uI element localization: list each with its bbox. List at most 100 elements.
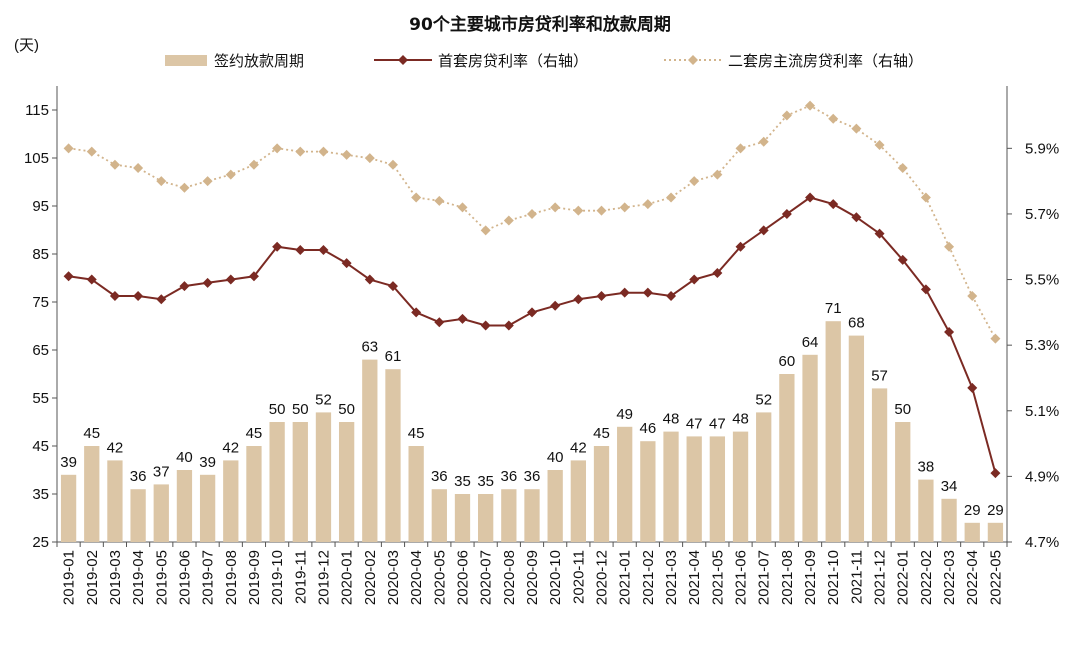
bar-data-label: 50 — [894, 401, 911, 418]
x-axis-tick-label: 2021-05 — [709, 550, 726, 605]
first-home-rate-point — [156, 294, 167, 305]
second-home-rate-point — [179, 182, 190, 193]
right-axis-tick-label: 5.3% — [1025, 337, 1059, 354]
bar — [315, 412, 332, 542]
second-home-rate-point — [503, 215, 514, 226]
chart-title: 90个主要城市房贷利率和放款周期 — [409, 14, 671, 35]
bar-data-label: 39 — [199, 454, 216, 471]
bar — [756, 412, 772, 542]
second-home-rate-point — [596, 205, 607, 216]
first-home-rate-point — [642, 287, 653, 298]
first-home-rate-point — [990, 468, 1001, 479]
first-home-rate-point — [109, 290, 120, 301]
bar-data-label: 45 — [408, 425, 425, 442]
x-axis-tick-label: 2019-08 — [223, 550, 240, 605]
bar-data-label: 47 — [709, 415, 726, 432]
right-axis-tick-label: 5.9% — [1025, 140, 1059, 157]
legend-item-bars: 签约放款周期 — [165, 52, 304, 70]
first-home-rate-point — [573, 294, 584, 305]
x-axis-tick-label: 2019-10 — [269, 550, 286, 605]
bar-data-label: 29 — [987, 502, 1004, 519]
x-axis-tick-label: 2020-12 — [594, 550, 611, 605]
first-home-rate-point — [341, 258, 352, 269]
second-home-rate-point — [944, 241, 955, 252]
bar-data-label: 61 — [385, 348, 402, 365]
bar — [871, 388, 888, 542]
bar-data-label: 36 — [130, 468, 147, 485]
bar-data-label: 49 — [616, 406, 633, 423]
second-home-rate-point — [248, 159, 259, 170]
bar — [640, 441, 656, 542]
second-home-rate-point — [897, 163, 908, 174]
x-axis-tick-label: 2021-10 — [825, 550, 842, 605]
bar — [732, 431, 749, 542]
bar — [84, 446, 100, 542]
bar-data-label: 52 — [755, 391, 772, 408]
left-axis-tick-label: 45 — [32, 438, 49, 455]
x-axis-tick-label: 2022-02 — [918, 550, 935, 605]
left-axis-tick-label: 25 — [32, 534, 49, 551]
second-home-rate-point — [480, 225, 491, 236]
legend-swatch-bars — [165, 55, 207, 66]
bar — [223, 460, 239, 542]
first-home-rate-point — [202, 277, 213, 288]
legend-marker-second-home-rate — [688, 55, 698, 65]
bar — [153, 484, 169, 542]
first-home-rate-point — [434, 317, 445, 328]
legend-label-second-home-rate: 二套房主流房贷利率（右轴） — [728, 52, 923, 70]
first-home-rate-point — [735, 241, 746, 252]
second-home-rate-point — [805, 100, 816, 111]
x-axis-tick-label: 2019-01 — [61, 550, 78, 605]
bar-data-label: 36 — [524, 468, 541, 485]
first-home-rate-point — [920, 284, 931, 295]
bar — [779, 374, 795, 542]
bar — [385, 369, 401, 542]
second-home-rate-point — [990, 333, 1001, 344]
x-axis-tick-label: 2022-01 — [895, 550, 912, 605]
second-home-rate-point — [642, 199, 653, 210]
x-axis-tick-label: 2021-08 — [779, 550, 796, 605]
second-home-rate-point — [133, 163, 144, 174]
left-axis-tick-label: 35 — [32, 486, 49, 503]
x-axis-tick-label: 2021-09 — [802, 550, 819, 605]
x-axis-tick-label: 2019-02 — [84, 550, 101, 605]
first-home-rate-point — [63, 271, 74, 282]
first-home-rate-point — [944, 327, 955, 338]
first-home-rate-point — [897, 254, 908, 265]
bar — [547, 470, 563, 542]
bar — [709, 436, 726, 542]
bar-data-label: 57 — [871, 367, 888, 384]
first-home-rate-point — [758, 225, 769, 236]
second-home-rate-point — [225, 169, 236, 180]
first-home-rate-point — [179, 281, 190, 292]
second-home-rate-point — [666, 192, 677, 203]
bar — [292, 422, 308, 542]
bar-data-label: 52 — [315, 391, 332, 408]
legend-marker-first-home-rate — [398, 55, 408, 65]
bar-data-label: 34 — [941, 478, 958, 495]
bar-data-label: 45 — [593, 425, 610, 442]
second-home-rate-point — [318, 146, 329, 157]
legend-item-first-home-rate: 首套房贷利率（右轴） — [374, 52, 588, 70]
bar — [686, 436, 702, 542]
second-home-rate-point — [434, 195, 445, 206]
left-axis-tick-label: 65 — [32, 342, 49, 359]
first-home-rate-point — [318, 245, 329, 256]
bar-data-label: 48 — [663, 411, 680, 428]
second-home-rate-point — [967, 290, 978, 301]
bar-data-label: 50 — [338, 401, 355, 418]
bar — [60, 474, 77, 542]
bar-data-label: 40 — [176, 449, 193, 466]
second-home-rate-point — [573, 205, 584, 216]
first-home-rate-point — [781, 208, 792, 219]
x-axis-tick-label: 2020-07 — [478, 550, 495, 605]
second-home-rate-point — [156, 176, 167, 187]
second-home-rate-point — [411, 192, 422, 203]
bar-data-label: 42 — [222, 439, 239, 456]
first-home-rate-point — [689, 274, 700, 285]
x-axis-tick-label: 2021-03 — [663, 550, 680, 605]
second-home-rate-line — [68, 104, 997, 340]
x-axis-tick-label: 2021-02 — [640, 550, 657, 605]
right-axis-tick-label: 4.9% — [1025, 468, 1059, 485]
